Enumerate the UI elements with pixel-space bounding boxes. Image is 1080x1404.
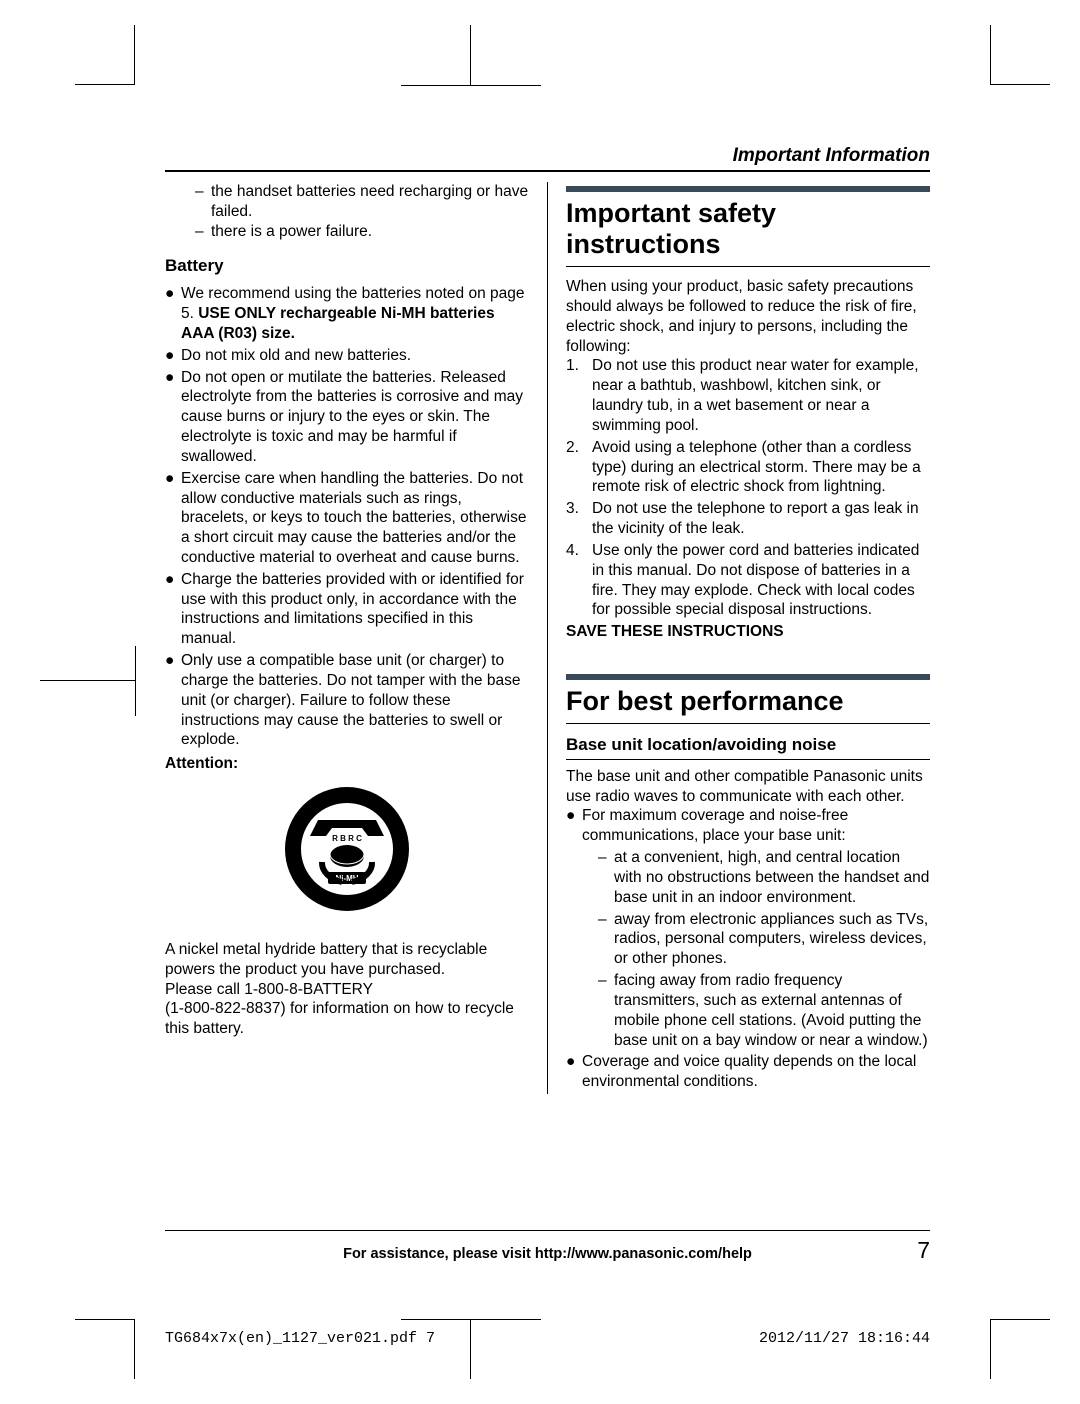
print-job-mark: TG684x7x(en)_1127_ver021.pdf 7 2012/11/2… [165,1330,930,1347]
list-number: 4. [566,541,592,620]
crop-mark [990,25,1050,85]
bullet-icon: ● [566,1052,582,1092]
section-accent-bar [566,674,930,680]
crop-mark [75,1319,135,1379]
bullet-icon: ● [165,570,181,649]
dash-text: away from electronic appliances such as … [614,910,930,969]
dash-icon: – [598,910,614,969]
recycle-paragraph: A nickel metal hydride battery that is r… [165,940,529,980]
crop-mark [75,25,135,85]
performance-heading: For best performance [566,686,930,724]
dash-text: facing away from radio frequency transmi… [614,971,930,1050]
crop-mark [990,1319,1050,1379]
right-column: Important safety instructions When using… [566,182,930,1094]
bullet-icon: ● [165,284,181,343]
crop-mark [470,25,471,85]
bullet-icon: ● [165,368,181,467]
section-accent-bar [566,186,930,192]
crop-mark [470,1319,471,1379]
column-divider [547,182,548,1094]
page-content: Important Information –the handset batte… [165,145,930,1094]
bullet-text: there is a power failure. [211,222,372,242]
svg-text:R B R C: R B R C [332,834,362,843]
dash-icon: – [195,222,211,242]
dash-icon: – [598,848,614,907]
recycle-info: (1-800-822-8837) for information on how … [165,999,529,1039]
save-instructions-label: SAVE THESE INSTRUCTIONS [566,622,930,642]
crop-mark [40,680,135,681]
bullet-icon: ● [165,469,181,568]
battery-heading: Battery [165,255,529,277]
dash-text: at a convenient, high, and central locat… [614,848,930,907]
safety-intro: When using your product, basic safety pr… [566,277,930,356]
list-text: Do not use this product near water for e… [592,356,930,435]
list-text: Use only the power cord and batteries in… [592,541,930,620]
battery-bullet-list: ●We recommend using the batteries noted … [165,284,529,750]
bullet-body: For maximum coverage and noise-free comm… [582,806,930,1050]
spacer [566,642,930,670]
recycle-logo: 1.800. 822.8837 R B R C Ni-MH [165,784,529,920]
nested-dash-list: –at a convenient, high, and central loca… [582,848,930,1050]
safety-heading: Important safety instructions [566,198,930,267]
list-text: Avoid using a telephone (other than a co… [592,438,930,497]
dash-icon: – [598,971,614,1050]
page-number: 7 [890,1237,930,1264]
bullet-icon: ● [566,806,582,1050]
attention-label: Attention: [165,754,529,774]
page-footer: For assistance, please visit http://www.… [165,1230,930,1264]
footer-assistance-text: For assistance, please visit http://www.… [205,1246,890,1262]
performance-subheading: Base unit location/avoiding noise [566,734,930,760]
recycle-phone: Please call 1-800-8-BATTERY [165,980,529,1000]
performance-intro: The base unit and other compatible Panas… [566,767,930,807]
bullet-text: Do not open or mutilate the batteries. R… [181,368,529,467]
bullet-text: Exercise care when handling the batterie… [181,469,529,568]
bullet-text: the handset batteries need recharging or… [211,182,529,222]
section-title: Important Information [165,145,930,172]
list-number: 1. [566,356,592,435]
performance-bullet-list: ● For maximum coverage and noise-free co… [566,806,930,1092]
print-timestamp: 2012/11/27 18:16:44 [759,1330,930,1347]
list-number: 3. [566,499,592,539]
list-number: 2. [566,438,592,497]
list-text: Do not use the telephone to report a gas… [592,499,930,539]
bullet-text: Coverage and voice quality depends on th… [582,1052,930,1092]
bullet-icon: ● [165,651,181,750]
bullet-icon: ● [165,346,181,366]
text-bold: USE ONLY rechargeable Ni-MH batteries AA… [181,305,495,342]
rbrc-recycle-icon: 1.800. 822.8837 R B R C Ni-MH [282,784,412,914]
bullet-text: Do not mix old and new batteries. [181,346,411,366]
bullet-text: We recommend using the batteries noted o… [181,284,529,343]
bullet-text: Only use a compatible base unit (or char… [181,651,529,750]
two-column-layout: –the handset batteries need recharging o… [165,182,930,1094]
bullet-text: Charge the batteries provided with or id… [181,570,529,649]
safety-numbered-list: 1.Do not use this product near water for… [566,356,930,620]
bullet-lead: For maximum coverage and noise-free comm… [582,807,848,844]
dash-icon: – [195,182,211,222]
print-filename: TG684x7x(en)_1127_ver021.pdf 7 [165,1330,435,1347]
left-column: –the handset batteries need recharging o… [165,182,529,1094]
intro-sub-bullets: –the handset batteries need recharging o… [165,182,529,241]
